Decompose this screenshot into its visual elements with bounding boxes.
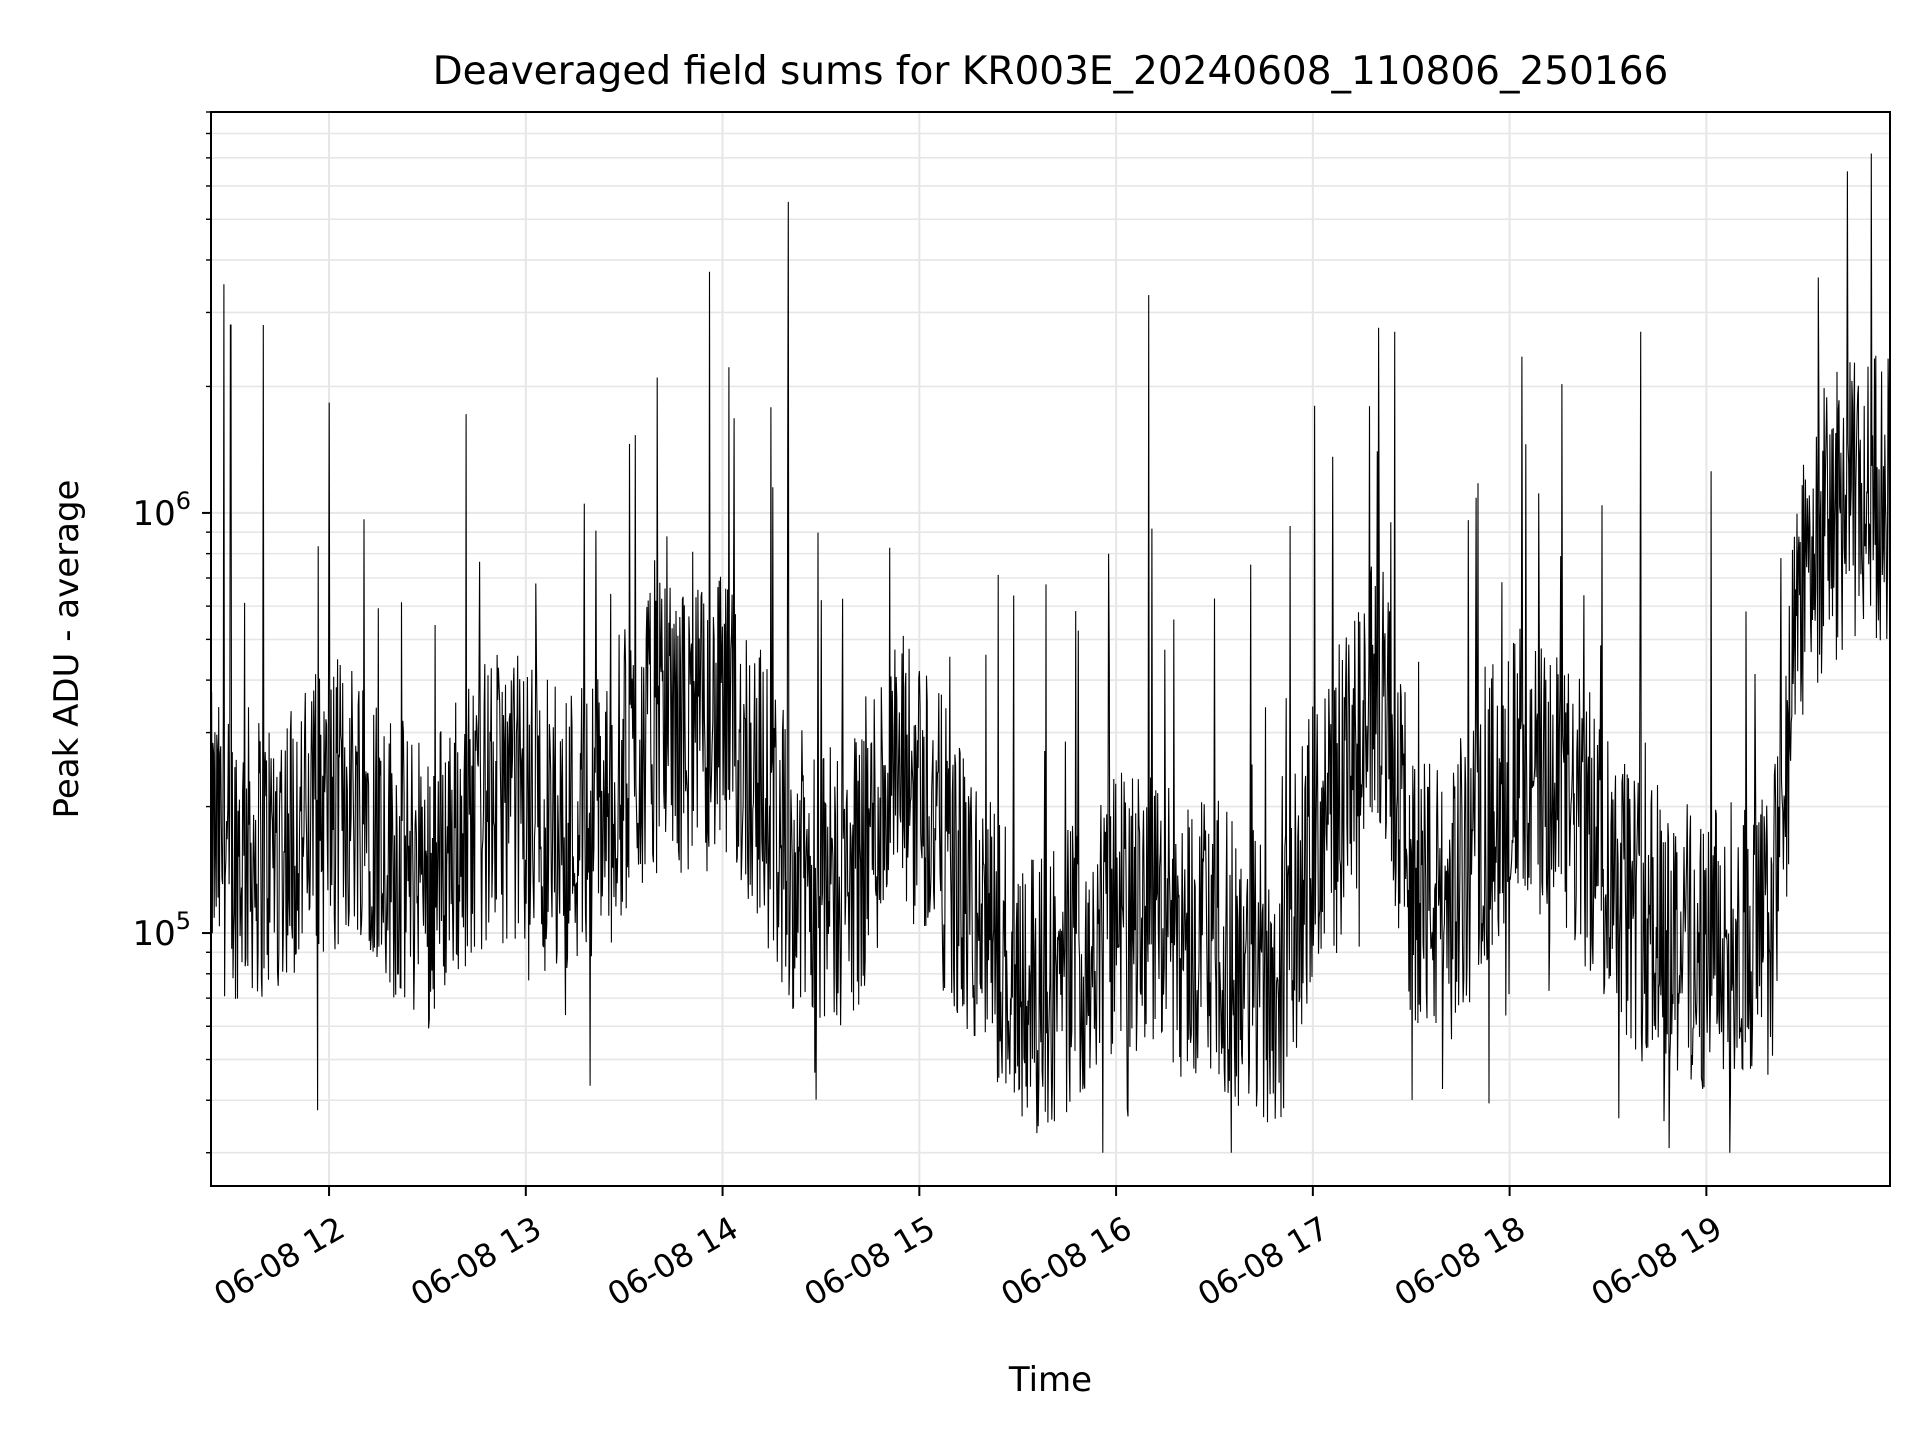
plot-frame	[210, 111, 1891, 1187]
y-tick-exponent: 6	[176, 487, 191, 515]
y-axis-label: Peak ADU - average	[47, 480, 87, 819]
y-tick-exponent: 5	[176, 907, 191, 935]
series-line	[210, 153, 1891, 1153]
y-tick-base: 10	[132, 494, 175, 534]
y-tick-base: 10	[132, 914, 175, 954]
chart-title: Deaveraged field sums for KR003E_2024060…	[433, 49, 1669, 94]
data-layer	[210, 153, 1891, 1153]
y-tick-label: 105	[132, 907, 191, 954]
y-tick-label: 106	[132, 487, 191, 534]
x-axis-label: Time	[1008, 1360, 1092, 1400]
